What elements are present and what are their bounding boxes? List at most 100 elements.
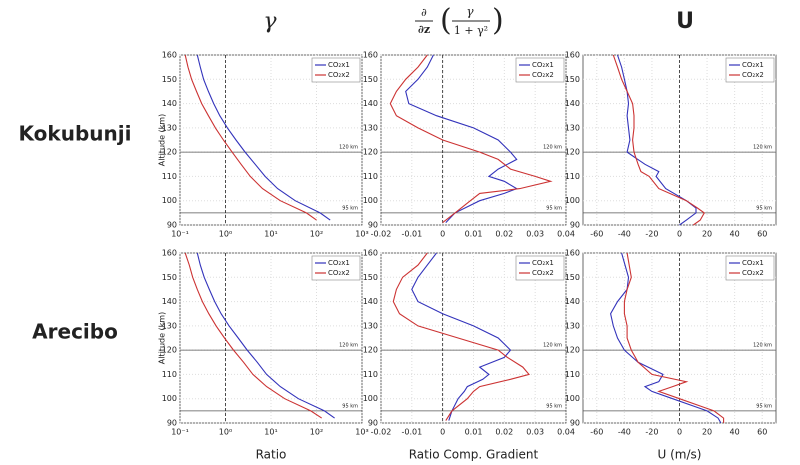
- x-tick-label: 10⁻¹: [171, 230, 189, 239]
- legend-box: [515, 57, 565, 83]
- reference-label: 95 km: [756, 205, 772, 211]
- y-tick-label: 90: [167, 221, 177, 230]
- legend-label: CO₂x2: [328, 71, 350, 79]
- x-tick-label: 0.02: [495, 230, 513, 239]
- paren: (: [440, 3, 452, 38]
- y-tick-label: 120: [565, 148, 580, 157]
- x-tick-label: 0.03: [526, 428, 544, 437]
- column-title-formula: ∂ ∂z ( γ 1 + γ² ): [415, 3, 504, 38]
- y-tick-label: 100: [565, 394, 580, 403]
- x-tick-label: 0.02: [495, 428, 513, 437]
- y-tick-label: 130: [565, 321, 580, 330]
- x-tick-label: 40: [730, 230, 740, 239]
- y-tick-label: 130: [363, 321, 378, 330]
- y-tick-label: 130: [162, 123, 177, 132]
- y-axis-label: Altitude (km): [158, 312, 167, 364]
- y-tick-label: 90: [570, 419, 580, 428]
- y-tick-label: 100: [162, 196, 177, 205]
- x-tick-label: -0.02: [371, 428, 392, 437]
- reference-label: 95 km: [546, 403, 562, 409]
- reference-label: 95 km: [546, 205, 562, 211]
- y-tick-label: 160: [162, 51, 177, 60]
- y-tick-label: 90: [167, 419, 177, 428]
- legend-label: CO₂x1: [328, 61, 350, 69]
- y-tick-label: 150: [162, 273, 177, 282]
- y-tick-label: 120: [162, 148, 177, 157]
- series-line: [184, 54, 317, 221]
- x-tick-label: 40: [730, 428, 740, 437]
- legend-box: [311, 255, 361, 281]
- reference-label: 120 km: [543, 145, 562, 151]
- paren: ): [492, 3, 504, 38]
- y-tick-label: 140: [565, 99, 580, 108]
- x-axis-label: Ratio Comp. Gradient: [409, 448, 539, 462]
- series-line: [623, 252, 725, 423]
- x-tick-label: 10²: [310, 230, 323, 239]
- legend-label: CO₂x2: [532, 71, 554, 79]
- y-tick-label: 100: [363, 196, 378, 205]
- x-tick-label: 60: [757, 230, 767, 239]
- x-tick-label: 0.04: [557, 428, 575, 437]
- y-tick-label: 110: [363, 370, 378, 379]
- x-tick-label: -0.02: [371, 230, 392, 239]
- legend-label: CO₂x2: [742, 269, 764, 277]
- y-tick-label: 150: [363, 273, 378, 282]
- y-tick-label: 110: [363, 172, 378, 181]
- reference-label: 120 km: [753, 343, 772, 349]
- x-tick-label: 10¹: [264, 230, 277, 239]
- x-tick-label: 10⁻¹: [171, 428, 189, 437]
- y-tick-label: 160: [363, 249, 378, 258]
- legend-box: [311, 57, 361, 83]
- x-tick-label: 60: [757, 428, 767, 437]
- y-tick-label: 110: [162, 370, 177, 379]
- x-tick-label: -40: [618, 428, 631, 437]
- y-tick-label: 140: [565, 297, 580, 306]
- reference-label: 95 km: [342, 205, 358, 211]
- x-tick-label: 0.03: [526, 230, 544, 239]
- x-tick-label: 10⁰: [219, 428, 232, 437]
- legend-label: CO₂x1: [328, 259, 350, 267]
- legend-label: CO₂x2: [742, 71, 764, 79]
- series-line: [612, 54, 706, 226]
- reference-label: 95 km: [342, 403, 358, 409]
- x-tick-label: -60: [590, 428, 603, 437]
- x-tick-label: 10³: [355, 230, 368, 239]
- legend-label: CO₂x2: [532, 269, 554, 277]
- y-tick-label: 110: [565, 172, 580, 181]
- legend-label: CO₂x1: [532, 61, 554, 69]
- x-tick-label: 0.04: [557, 230, 575, 239]
- x-tick-label: 0: [677, 230, 682, 239]
- column-title: U: [676, 9, 694, 34]
- row-label: Kokubunji: [19, 122, 132, 146]
- x-tick-label: -0.01: [401, 230, 422, 239]
- reference-label: 120 km: [339, 145, 358, 151]
- x-axis-label: U (m/s): [658, 448, 702, 462]
- x-tick-label: -20: [645, 428, 658, 437]
- series-line: [196, 54, 331, 221]
- reference-label: 120 km: [543, 343, 562, 349]
- x-tick-label: 0: [440, 230, 445, 239]
- x-tick-label: -20: [645, 230, 658, 239]
- x-tick-label: 10²: [310, 428, 323, 437]
- series-line: [411, 252, 512, 421]
- legend-box: [515, 255, 565, 281]
- y-tick-label: 160: [162, 249, 177, 258]
- row-label: Arecibo: [32, 320, 118, 344]
- formula-part: ∂: [421, 6, 427, 19]
- y-tick-label: 140: [363, 297, 378, 306]
- x-tick-label: 0.01: [465, 230, 483, 239]
- y-tick-label: 120: [162, 346, 177, 355]
- series-line: [392, 252, 530, 421]
- legend-label: CO₂x1: [742, 259, 764, 267]
- x-axis-label: Ratio: [256, 448, 287, 462]
- x-tick-label: 0: [440, 428, 445, 437]
- formula-part: γ: [466, 5, 474, 19]
- legend-box: [725, 57, 775, 83]
- reference-label: 95 km: [756, 403, 772, 409]
- y-tick-label: 100: [565, 196, 580, 205]
- column-title: γ: [263, 9, 277, 34]
- y-tick-label: 100: [363, 394, 378, 403]
- y-tick-label: 100: [162, 394, 177, 403]
- formula-part: 1 + γ²: [454, 24, 488, 37]
